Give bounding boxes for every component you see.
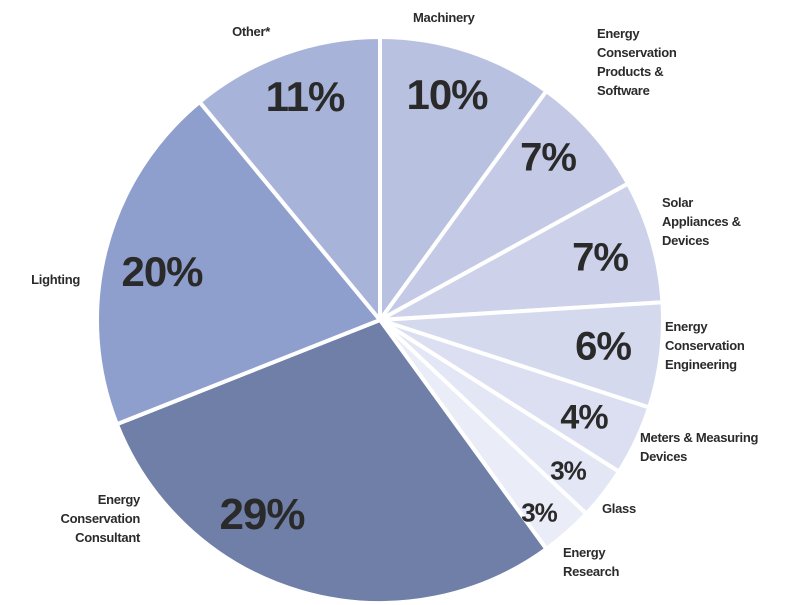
percent-label: 3% — [550, 455, 587, 486]
pie-slice — [378, 89, 630, 322]
pie-slice — [114, 318, 549, 605]
category-label: Energy Research — [563, 545, 620, 579]
pie-slice — [95, 99, 382, 427]
percent-label: 6% — [575, 324, 632, 369]
category-label: Energy Conservation Products & Software — [597, 26, 677, 98]
category-label: Meters & Measuring Devices — [640, 430, 759, 464]
category-label: Lighting — [31, 272, 80, 287]
category-label: Energy Conservation Engineering — [665, 319, 745, 372]
pie-slice — [197, 35, 382, 322]
category-label: Machinery — [413, 10, 475, 25]
percent-label: 7% — [572, 235, 629, 280]
category-label: Solar Appliances & Devices — [662, 195, 741, 248]
pie-slice — [378, 35, 549, 322]
percent-label: 11% — [265, 73, 346, 120]
pie-slice — [378, 181, 665, 322]
category-label: Energy Conservation Consultant — [60, 492, 141, 545]
category-label: Other* — [232, 24, 270, 39]
category-label: Glass — [602, 501, 636, 516]
percent-label: 10% — [406, 71, 488, 118]
percent-label: 7% — [520, 135, 577, 180]
percent-label: 3% — [521, 497, 558, 528]
percent-label: 4% — [560, 398, 608, 437]
percent-label: 20% — [121, 248, 203, 295]
percent-label: 29% — [219, 490, 305, 539]
